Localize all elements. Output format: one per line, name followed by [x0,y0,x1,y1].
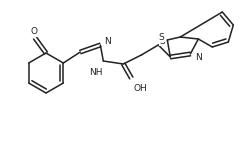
Text: NH: NH [89,68,103,77]
Text: OH: OH [133,84,146,93]
Text: S: S [158,33,164,41]
Text: O: O [30,27,37,36]
Text: N: N [195,53,201,61]
Text: S: S [159,36,165,46]
Text: N: N [104,38,111,46]
